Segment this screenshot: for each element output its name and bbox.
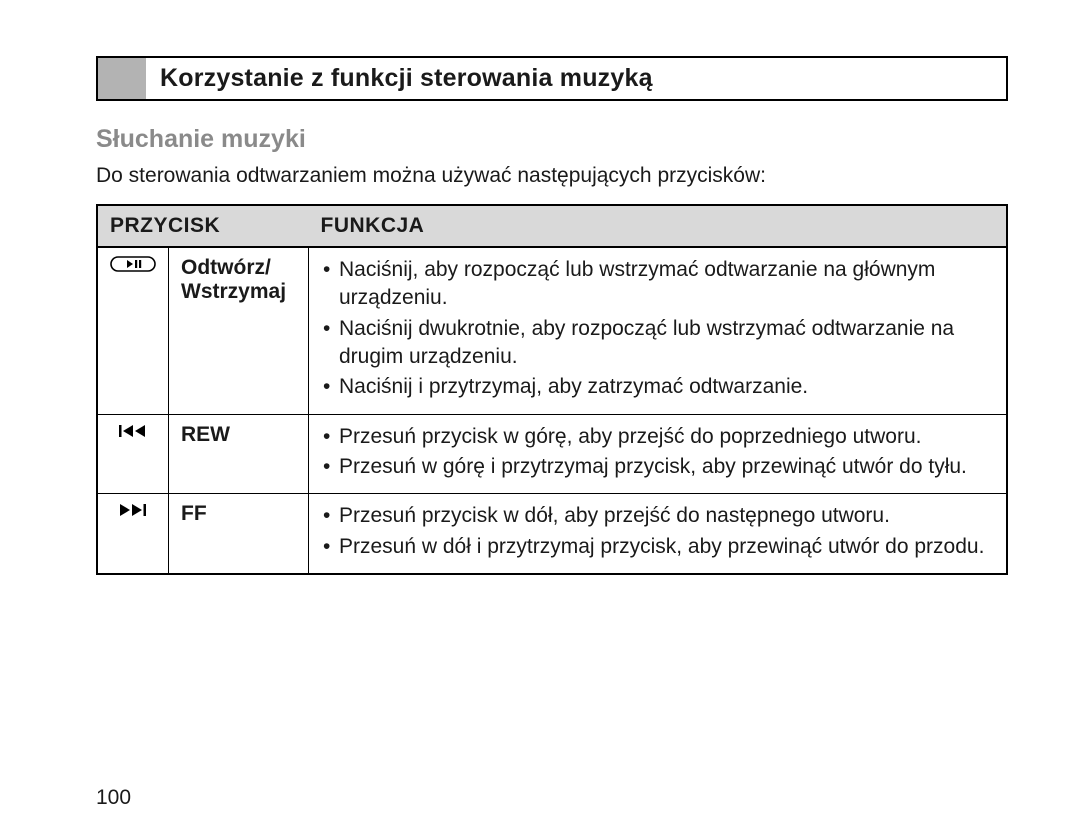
- icon-cell-play-pause: [97, 247, 169, 414]
- icon-cell-ff: [97, 494, 169, 574]
- function-item: Przesuń w górę i przytrzymaj przycisk, a…: [321, 453, 994, 481]
- header-funkcja: FUNKCJA: [309, 205, 1008, 247]
- button-name: REW: [169, 414, 309, 494]
- section-title-bar: Korzystanie z funkcji sterowania muzyką: [96, 56, 1008, 101]
- icon-cell-rew: [97, 414, 169, 494]
- rewind-icon: [118, 423, 148, 439]
- page-number: 100: [96, 786, 131, 810]
- function-cell: Przesuń przycisk w górę, aby przejść do …: [309, 414, 1008, 494]
- intro-text: Do sterowania odtwarzaniem można używać …: [96, 164, 1008, 188]
- function-item: Naciśnij i przytrzymaj, aby zatrzymać od…: [321, 373, 994, 401]
- fast-forward-icon: [118, 502, 148, 518]
- button-name: FF: [169, 494, 309, 574]
- buttons-table: PRZYCISK FUNKCJA Odtwórz/ Wstrzymaj Naci…: [96, 204, 1008, 575]
- section-title: Korzystanie z funkcji sterowania muzyką: [146, 58, 667, 99]
- function-item: Naciśnij, aby rozpocząć lub wstrzymać od…: [321, 256, 994, 313]
- function-item: Przesuń w dół i przytrzymaj przycisk, ab…: [321, 533, 994, 561]
- function-item: Przesuń przycisk w górę, aby przejść do …: [321, 423, 994, 451]
- subheading: Słuchanie muzyki: [96, 125, 1008, 154]
- header-przycisk: PRZYCISK: [97, 205, 309, 247]
- function-cell: Naciśnij, aby rozpocząć lub wstrzymać od…: [309, 247, 1008, 414]
- play-pause-icon: [110, 256, 156, 272]
- function-cell: Przesuń przycisk w dół, aby przejść do n…: [309, 494, 1008, 574]
- section-title-tab: [98, 58, 146, 99]
- table-row: REW Przesuń przycisk w górę, aby przejść…: [97, 414, 1007, 494]
- table-row: Odtwórz/ Wstrzymaj Naciśnij, aby rozpocz…: [97, 247, 1007, 414]
- table-row: FF Przesuń przycisk w dół, aby przejść d…: [97, 494, 1007, 574]
- button-name: Odtwórz/ Wstrzymaj: [169, 247, 309, 414]
- function-item: Naciśnij dwukrotnie, aby rozpocząć lub w…: [321, 315, 994, 372]
- table-header-row: PRZYCISK FUNKCJA: [97, 205, 1007, 247]
- function-item: Przesuń przycisk w dół, aby przejść do n…: [321, 502, 994, 530]
